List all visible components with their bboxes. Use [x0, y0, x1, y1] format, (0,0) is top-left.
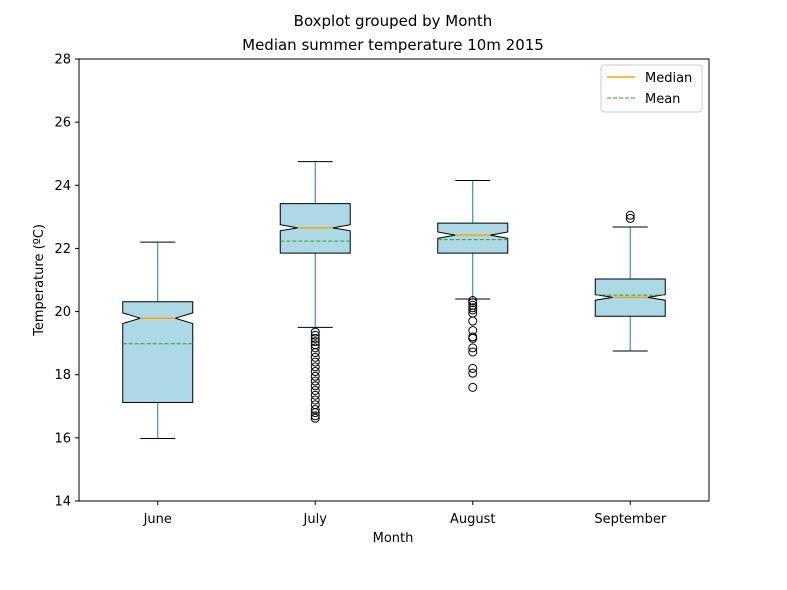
- outlier-point-august: [468, 298, 478, 308]
- outlier-point-september: [625, 210, 635, 220]
- y-tick-label: 20: [54, 305, 71, 320]
- legend: Median Mean: [600, 64, 703, 113]
- legend-median-label: Median: [645, 71, 692, 86]
- outlier-point-august: [468, 296, 478, 306]
- x-tick-label: September: [594, 512, 667, 527]
- box-june: [122, 301, 194, 403]
- outlier-point-july: [310, 381, 320, 391]
- outlier-point-july: [310, 390, 320, 400]
- outlier-point-july: [310, 327, 320, 337]
- outlier-point-july: [310, 352, 320, 362]
- outlier-point-july: [310, 337, 320, 347]
- outlier-point-july: [310, 395, 320, 405]
- y-tick-label: 14: [54, 495, 71, 510]
- outlier-point-july: [310, 376, 320, 386]
- outlier-point-july: [310, 413, 320, 423]
- y-tick-label: 18: [54, 368, 71, 383]
- outlier-point-august: [468, 382, 478, 392]
- outlier-point-august: [468, 347, 478, 357]
- x-tick-label: August: [450, 512, 496, 527]
- chart-title: Median summer temperature 10m 2015: [242, 36, 544, 54]
- x-tick-label: July: [303, 512, 328, 527]
- outlier-point-july: [310, 408, 320, 418]
- x-axis-label: Month: [373, 531, 414, 546]
- outlier-point-august: [468, 343, 478, 353]
- outlier-point-july: [310, 404, 320, 414]
- box-august: [437, 222, 509, 254]
- y-axis-label: Temperature (ºC): [32, 224, 47, 337]
- y-tick-label: 24: [54, 179, 71, 194]
- outlier-point-august: [468, 368, 478, 378]
- plot-area: [78, 58, 710, 502]
- outlier-point-august: [468, 305, 478, 315]
- outlier-point-july: [310, 386, 320, 395]
- outlier-point-july: [310, 333, 320, 343]
- outlier-point-july: [310, 371, 320, 381]
- boxes-group: [122, 161, 666, 439]
- outlier-point-july: [310, 400, 320, 410]
- x-axis: June July August September: [143, 501, 667, 527]
- chart-suptitle: Boxplot grouped by Month: [294, 12, 493, 30]
- outlier-point-august: [468, 363, 478, 373]
- outlier-point-july: [310, 343, 320, 353]
- outlier-point-july: [310, 362, 320, 372]
- y-tick-label: 28: [54, 53, 71, 68]
- outlier-point-july: [310, 357, 320, 367]
- outlier-point-july: [310, 348, 320, 358]
- outlier-point-july: [310, 330, 320, 340]
- y-tick-label: 26: [54, 116, 71, 131]
- legend-mean-label: Mean: [645, 92, 680, 107]
- y-tick-label: 22: [54, 242, 71, 257]
- outlier-point-august: [468, 333, 478, 343]
- outlier-point-july: [310, 411, 320, 421]
- outlier-point-august: [468, 316, 478, 326]
- outlier-point-september: [625, 213, 635, 223]
- outlier-point-august: [468, 303, 478, 313]
- x-tick-label: June: [143, 512, 172, 527]
- y-tick-label: 16: [54, 431, 71, 446]
- outlier-point-july: [310, 367, 320, 377]
- y-axis: 14 16 18 20 22 24 26 28: [54, 53, 79, 510]
